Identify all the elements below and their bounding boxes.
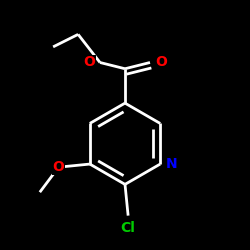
Text: N: N [166, 157, 177, 171]
Text: O: O [155, 56, 167, 70]
Text: O: O [53, 160, 64, 174]
Text: O: O [83, 56, 95, 70]
Text: Cl: Cl [121, 220, 136, 234]
